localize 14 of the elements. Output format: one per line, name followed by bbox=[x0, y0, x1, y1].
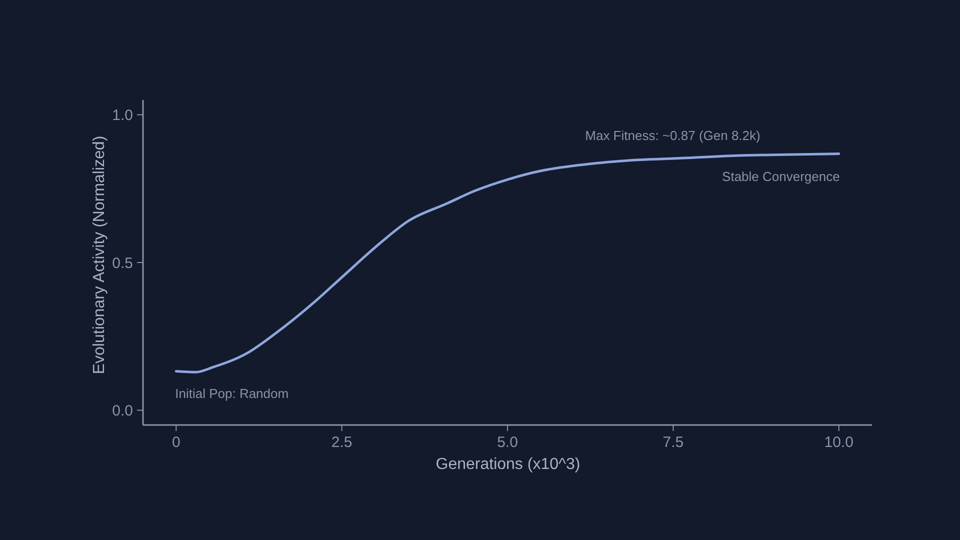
y-tick-label: 1.0 bbox=[112, 107, 133, 124]
x-axis-title: Generations (x10^3) bbox=[436, 456, 580, 473]
x-tick-label: 2.5 bbox=[331, 434, 352, 451]
annotation: Initial Pop: Random bbox=[175, 386, 289, 402]
annotation: Stable Convergence bbox=[722, 168, 840, 184]
y-axis-title: Evolutionary Activity (Normalized) bbox=[91, 136, 108, 374]
x-tick-label: 7.5 bbox=[662, 434, 684, 451]
y-tick-label: 0.5 bbox=[112, 254, 133, 272]
x-tick-label: 0 bbox=[172, 434, 180, 451]
line-series bbox=[174, 152, 840, 374]
x-tick-label: 10.0 bbox=[824, 434, 854, 451]
y-tick-label: 0.0 bbox=[112, 402, 133, 420]
x-tick-label: 5.0 bbox=[497, 434, 518, 451]
annotation: Max Fitness: ~0.87 (Gen 8.2k) bbox=[585, 128, 760, 143]
